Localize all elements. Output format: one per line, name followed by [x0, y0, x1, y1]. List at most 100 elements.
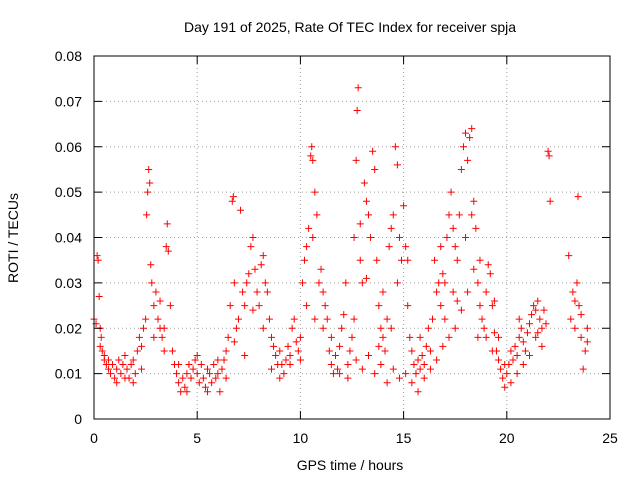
- data-point: [457, 306, 465, 314]
- y-axis-title: ROTI / TECUs: [5, 193, 21, 283]
- data-point: [166, 302, 174, 310]
- data-point: [327, 361, 335, 369]
- x-tick-label: 5: [193, 430, 201, 446]
- data-point: [352, 156, 360, 164]
- data-point: [301, 256, 309, 264]
- data-point: [414, 388, 422, 396]
- data-point: [111, 374, 119, 382]
- data-point: [307, 152, 315, 160]
- data-point: [457, 165, 465, 173]
- data-point: [577, 311, 585, 319]
- data-point: [391, 143, 399, 151]
- data-point: [414, 356, 422, 364]
- data-point: [431, 256, 439, 264]
- data-point: [526, 351, 534, 359]
- data-point: [292, 338, 300, 346]
- data-point: [348, 333, 356, 341]
- data-point: [129, 356, 137, 364]
- x-tick-label: 10: [293, 430, 309, 446]
- data-point: [375, 302, 383, 310]
- data-point: [534, 329, 542, 337]
- x-tick-label: 25: [602, 430, 618, 446]
- data-point: [426, 347, 434, 355]
- data-point: [185, 361, 193, 369]
- data-point: [230, 338, 238, 346]
- data-point: [346, 347, 354, 355]
- data-point: [538, 342, 546, 350]
- data-point: [286, 361, 294, 369]
- data-point: [426, 365, 434, 373]
- data-point: [146, 179, 154, 187]
- data-point: [183, 388, 191, 396]
- data-point: [95, 292, 103, 300]
- data-point: [441, 315, 449, 323]
- data-point: [298, 279, 306, 287]
- data-point: [340, 311, 348, 319]
- data-point: [329, 370, 337, 378]
- data-point: [486, 270, 494, 278]
- data-point: [309, 156, 317, 164]
- data-point: [193, 351, 201, 359]
- data-point: [441, 279, 449, 287]
- data-point: [445, 333, 453, 341]
- data-point: [175, 361, 183, 369]
- data-point: [160, 347, 168, 355]
- data-point: [360, 179, 368, 187]
- data-point: [263, 288, 271, 296]
- data-point: [177, 388, 185, 396]
- data-point: [137, 365, 145, 373]
- data-point: [497, 365, 505, 373]
- data-point: [571, 324, 579, 332]
- data-point: [412, 370, 420, 378]
- data-point: [183, 370, 191, 378]
- data-point: [538, 324, 546, 332]
- data-point: [416, 365, 424, 373]
- data-point: [268, 365, 276, 373]
- data-point: [358, 279, 366, 287]
- data-point: [439, 342, 447, 350]
- data-point: [168, 347, 176, 355]
- data-point: [439, 270, 447, 278]
- data-point: [470, 197, 478, 205]
- data-point: [362, 197, 370, 205]
- data-point: [433, 288, 441, 296]
- data-point: [344, 374, 352, 382]
- data-point: [513, 370, 521, 378]
- data-point: [109, 361, 117, 369]
- data-point: [142, 315, 150, 323]
- data-point: [495, 333, 503, 341]
- data-point: [453, 297, 461, 305]
- data-point: [309, 234, 317, 241]
- data-point: [268, 333, 276, 341]
- x-tick-label: 0: [90, 430, 98, 446]
- data-point: [517, 324, 525, 332]
- data-point: [350, 315, 358, 323]
- data-point: [173, 370, 181, 378]
- data-point: [501, 383, 509, 391]
- data-point: [222, 347, 230, 355]
- data-point: [276, 347, 284, 355]
- data-point: [317, 265, 325, 273]
- data-point: [288, 324, 296, 332]
- data-point: [567, 315, 575, 323]
- data-point: [398, 256, 406, 264]
- data-point: [358, 365, 366, 373]
- data-point: [308, 143, 316, 151]
- data-point: [356, 256, 364, 264]
- data-point: [336, 342, 344, 350]
- data-point: [583, 324, 591, 332]
- data-point: [140, 324, 148, 332]
- data-point: [296, 333, 304, 341]
- data-point: [503, 370, 511, 378]
- data-point: [123, 365, 131, 373]
- data-point: [513, 351, 521, 359]
- data-point: [389, 365, 397, 373]
- data-point: [569, 288, 577, 296]
- data-point: [129, 379, 137, 387]
- data-point: [428, 315, 436, 323]
- data-point: [393, 279, 401, 287]
- data-point: [232, 324, 240, 332]
- y-tick-label: 0.03: [55, 275, 82, 291]
- data-point: [239, 288, 247, 296]
- data-point: [321, 302, 329, 310]
